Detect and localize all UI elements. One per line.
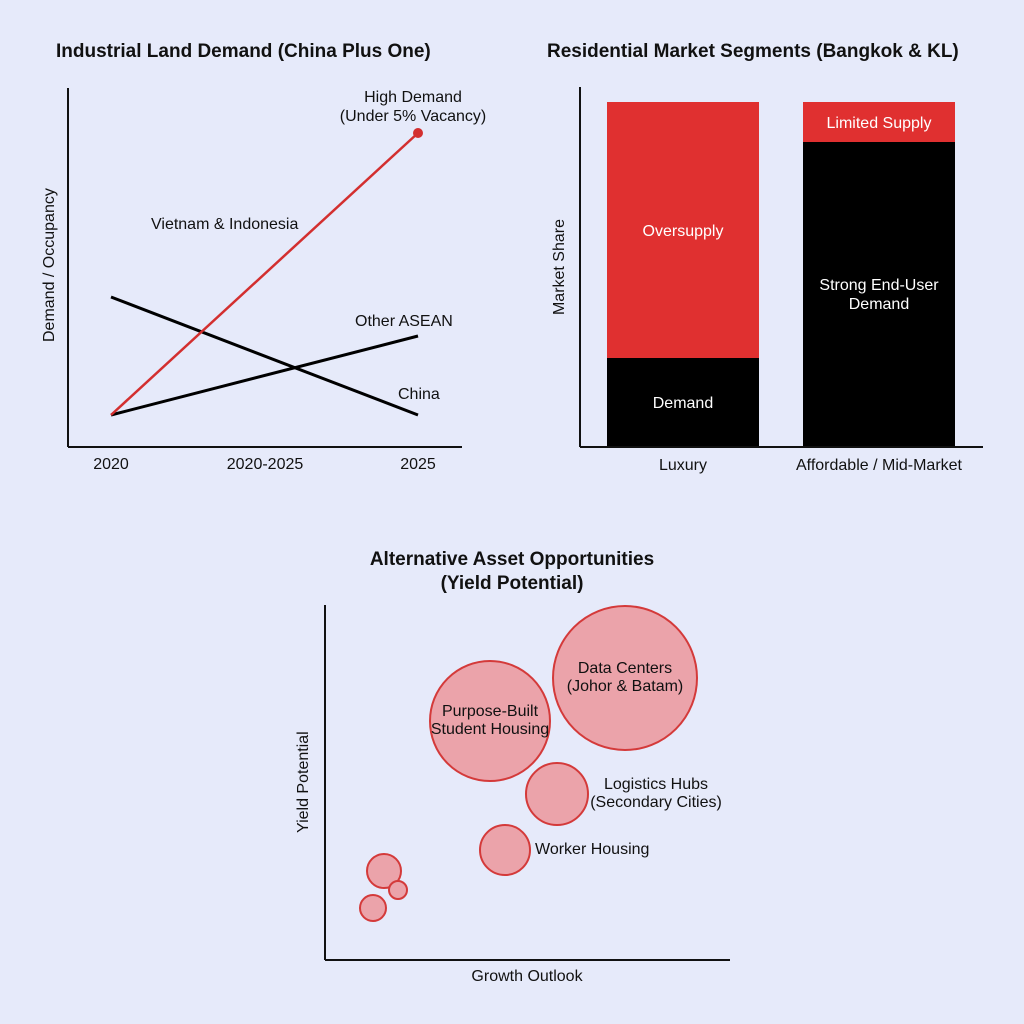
bubble-small-2: [388, 880, 408, 900]
bubble-worker-housing: [479, 824, 531, 876]
chart3-ylabel: Yield Potential: [295, 731, 312, 833]
chart1-title: Industrial Land Demand (China Plus One): [56, 41, 431, 62]
vietnam-indonesia-line: [110, 132, 419, 416]
x-tick-2020: 2020: [93, 456, 129, 473]
strong-demand-label-1: Strong End-User: [819, 277, 939, 294]
x-tick-luxury: Luxury: [658, 457, 708, 474]
series-label-vietnam: Vietnam & Indonesia: [151, 216, 299, 233]
pb-label-2: Student Housing: [430, 721, 550, 738]
dc-label-1: Data Centers: [577, 660, 673, 677]
high-demand-marker: [413, 128, 423, 138]
limited-supply-label: Limited Supply: [826, 115, 932, 132]
other-asean-line: [110, 334, 419, 417]
chart3-title-2: (Yield Potential): [440, 573, 584, 594]
chart3-xlabel: Growth Outlook: [471, 968, 583, 985]
lh-label-2: (Secondary Cities): [590, 794, 722, 811]
pb-label-1: Purpose-Built: [441, 703, 539, 720]
chart1-annot-2: (Under 5% Vacancy): [339, 108, 487, 125]
lh-label-1: Logistics Hubs: [603, 776, 709, 793]
series-label-china: China: [398, 386, 440, 403]
chart2-title: Residential Market Segments (Bangkok & K…: [547, 41, 959, 62]
bar-luxury-demand: [607, 358, 759, 446]
bubble-student-housing: [429, 660, 551, 782]
chart3-title-1: Alternative Asset Opportunities: [369, 549, 655, 570]
bar-luxury-oversupply: [607, 102, 759, 358]
x-tick-2020-2025: 2020-2025: [226, 456, 304, 473]
luxury-demand-label: Demand: [652, 395, 714, 412]
bar-affordable-demand: [803, 142, 955, 446]
china-line: [110, 295, 419, 417]
strong-demand-label-2: Demand: [848, 296, 910, 313]
bar-affordable-limited-supply: [803, 102, 955, 142]
bubble-small-3: [359, 894, 387, 922]
bubble-small-1: [366, 853, 402, 889]
wh-label: Worker Housing: [535, 841, 650, 858]
bubble-data-centers: [552, 605, 698, 751]
bubble-logistics-hubs: [525, 762, 589, 826]
series-label-other-asean: Other ASEAN: [355, 313, 453, 330]
dc-label-2: (Johor & Batam): [566, 678, 684, 695]
chart1-annot-1: High Demand: [364, 89, 462, 106]
x-tick-affordable: Affordable / Mid-Market: [796, 457, 962, 474]
x-tick-2025: 2025: [400, 456, 436, 473]
oversupply-label: Oversupply: [642, 223, 724, 240]
